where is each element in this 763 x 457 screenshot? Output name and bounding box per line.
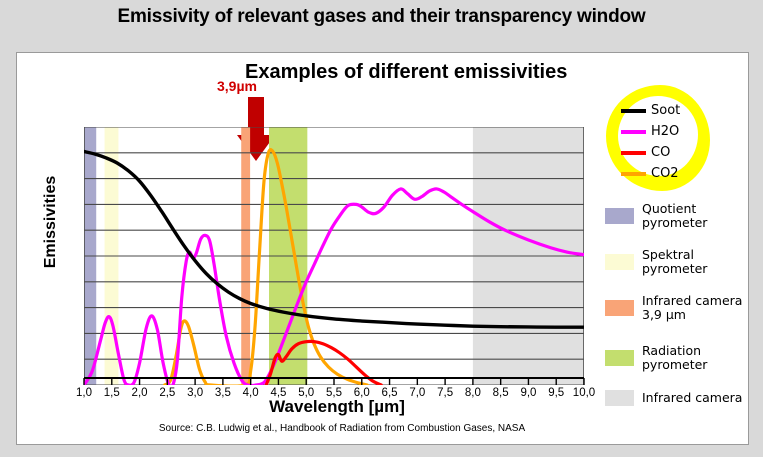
chart-legend: Soot H2O CO CO2 Quotient pyrometer Spektral …	[605, 85, 745, 435]
x-tick-label: 4,0	[242, 387, 259, 399]
x-tick-label: 4,5	[270, 387, 287, 399]
x-tick-label: 3,5	[214, 387, 231, 399]
x-tick-label: 7,0	[409, 387, 426, 399]
legend-band-label: Radiation pyrometer	[642, 343, 708, 372]
legend-band-spektral-pyrometer: Spektral pyrometer	[605, 247, 748, 276]
series-h2o	[84, 187, 584, 385]
y-axis-title: Emissivities	[42, 175, 59, 269]
series-soot	[84, 149, 584, 329]
x-tick-label: 7,5	[437, 387, 454, 399]
legend-band-swatch	[605, 254, 634, 270]
legend-item-soot: Soot	[621, 103, 680, 118]
legend-band-swatch	[605, 350, 634, 366]
legend-item-h2o: H2O	[621, 124, 679, 139]
x-tick-label: 3,0	[187, 387, 204, 399]
legend-line-swatch	[621, 129, 646, 134]
legend-line-swatch	[621, 150, 646, 155]
legend-band-label: Spektral pyrometer	[642, 247, 708, 276]
legend-band-label: Infrared camera	[642, 390, 743, 405]
series-co	[264, 339, 383, 385]
x-tick-label: 9,0	[520, 387, 537, 399]
series-co2	[162, 148, 369, 385]
legend-line-swatch	[621, 108, 646, 113]
x-tick-label: 2,5	[159, 387, 176, 399]
x-tick-label: 8,0	[464, 387, 481, 399]
legend-label: Soot	[651, 103, 681, 118]
legend-band-swatch	[605, 208, 634, 224]
legend-band-label: Infrared camera 3,9 µm	[642, 293, 743, 322]
plot-area	[84, 127, 584, 385]
legend-band-label: Quotient pyrometer	[642, 201, 708, 230]
x-tick-label: 10,0	[572, 387, 596, 399]
x-tick-label: 2,0	[131, 387, 148, 399]
legend-band-radiation-pyrometer: Radiation pyrometer	[605, 343, 748, 372]
legend-item-co: CO	[621, 145, 670, 160]
x-tick-label: 5,5	[326, 387, 342, 399]
legend-item-co2: CO2	[621, 166, 679, 181]
legend-band-infrared-camera-3-9-m: Infrared camera 3,9 µm	[605, 293, 748, 322]
arrow-annotation-label: 3,9µm	[217, 78, 257, 94]
x-tick-label: 6,5	[381, 387, 398, 399]
legend-label: CO2	[651, 166, 679, 181]
legend-band-swatch	[605, 300, 634, 316]
x-axis-title: Wavelength [µm]	[269, 397, 405, 416]
chart-heading: Examples of different emissivities	[245, 61, 568, 83]
x-tick-label: 6,0	[353, 387, 370, 399]
x-tick-label: 1,5	[103, 387, 120, 399]
x-tick-label: 8,5	[492, 387, 509, 399]
page-title: Emissivity of relevant gases and their t…	[117, 6, 646, 27]
legend-band-infrared-camera: Infrared camera	[605, 390, 748, 406]
legend-label: H2O	[651, 124, 680, 139]
x-tick-label: 5,0	[298, 387, 315, 399]
x-axis-tick-labels: 1,0 1,5 2,0 2,5 3,0 3,5 4,0 4,5 5,0 5,5 6,0 6,5 7,0 7…	[76, 377, 595, 403]
legend-band-quotient-pyrometer: Quotient pyrometer	[605, 201, 748, 230]
legend-line-swatch	[621, 171, 646, 176]
x-tick-label: 1,0	[76, 387, 92, 399]
legend-label: CO	[651, 145, 671, 160]
legend-band-swatch	[605, 390, 634, 406]
chart-panel: Examples of different emissivities 3,9µm…	[16, 52, 749, 445]
source-citation: Source: C.B. Ludwig et al., Handbook of …	[158, 423, 526, 434]
x-tick-label: 9,5	[548, 387, 565, 399]
